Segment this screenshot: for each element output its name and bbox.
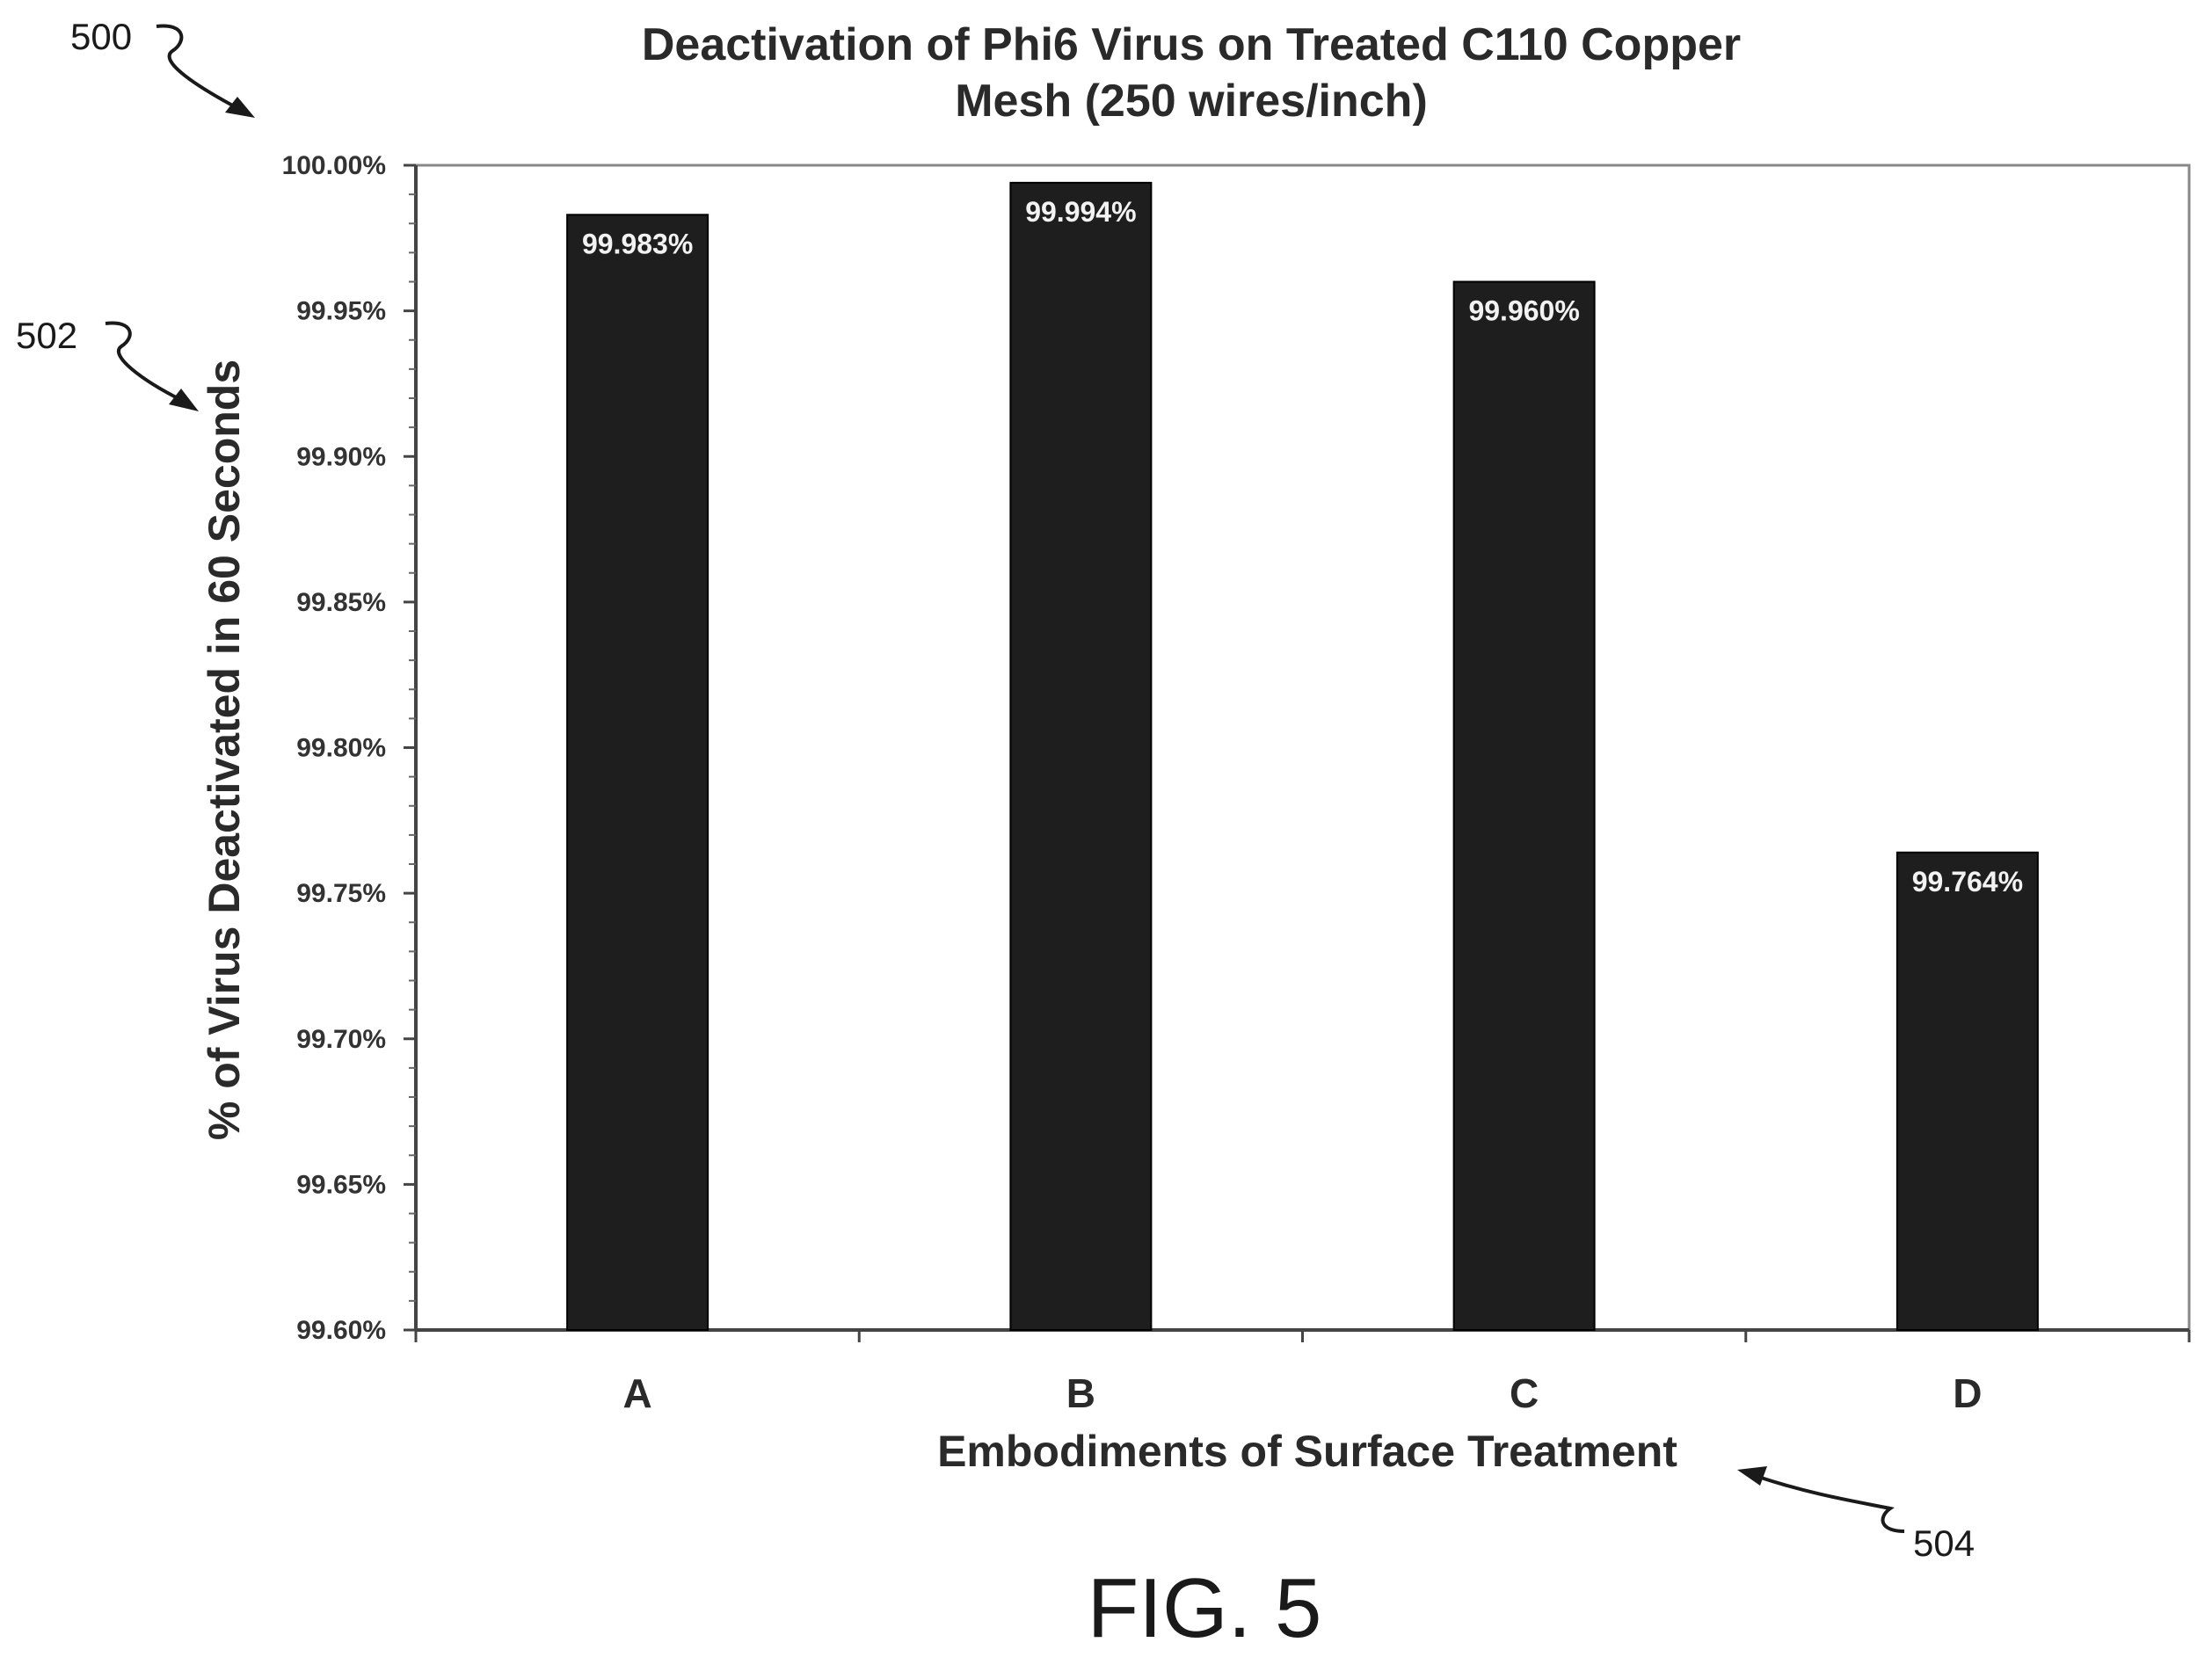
reference-arrow-500	[156, 24, 240, 111]
bars	[566, 181, 2039, 1331]
reference-numeral-500: 500	[70, 16, 132, 57]
x-axis-title: Embodiments of Surface Treatment	[937, 1427, 1677, 1476]
arrowhead-502	[169, 389, 199, 411]
x-axis-ticks	[414, 1330, 2191, 1342]
reference-numeral-504: 504	[1913, 1523, 1975, 1564]
x-tick-label: B	[1066, 1370, 1095, 1416]
y-tick-label: 99.95%	[296, 297, 386, 326]
chart-title-line-2: Mesh (250 wires/inch)	[955, 76, 1428, 127]
bar-value-labels: 99.983% 99.994% 99.960% 99.764%	[582, 196, 2023, 898]
y-tick-label: 99.90%	[296, 442, 386, 471]
bar-C	[1452, 280, 1596, 1331]
x-tick-label: C	[1510, 1370, 1539, 1416]
chart-title-line-1: Deactivation of Phi6 Virus on Treated C1…	[642, 19, 1741, 70]
y-tick-label: 99.85%	[296, 588, 386, 617]
y-tick-label: 99.75%	[296, 879, 386, 908]
reference-arrow-502	[105, 321, 184, 403]
bar-D	[1895, 851, 2039, 1331]
bar-value-label: 99.994%	[1025, 196, 1136, 228]
bar-value-label: 99.764%	[1912, 866, 2023, 898]
y-tick-label: 100.00%	[282, 151, 386, 180]
bar-A	[566, 214, 709, 1331]
x-tick-label: D	[1953, 1370, 1982, 1416]
x-tick-label: A	[623, 1370, 652, 1416]
y-axis-title: % of Virus Deactivated in 60 Seconds	[200, 360, 249, 1140]
reference-arrow-504	[1757, 1475, 1905, 1533]
x-tick-labels: A B C D	[623, 1370, 1983, 1416]
figure-label: FIG. 5	[1088, 1561, 1322, 1655]
y-tick-label: 99.60%	[296, 1316, 386, 1345]
y-axis-ticks: 99.60% 99.65% 99.70% 99.75% 99.80% 99.85% 99.9…	[282, 151, 416, 1345]
bar-B	[1009, 181, 1153, 1331]
y-tick-label: 99.70%	[296, 1025, 386, 1054]
y-axis-minor-ticks	[409, 193, 416, 1302]
y-tick-label: 99.65%	[296, 1170, 386, 1199]
bar-value-label: 99.983%	[582, 228, 693, 259]
arrowhead-504	[1737, 1466, 1767, 1486]
reference-numeral-502: 502	[16, 315, 77, 356]
bar-value-label: 99.960%	[1468, 295, 1579, 327]
arrowhead-500	[225, 97, 255, 118]
y-tick-label: 99.80%	[296, 734, 386, 763]
